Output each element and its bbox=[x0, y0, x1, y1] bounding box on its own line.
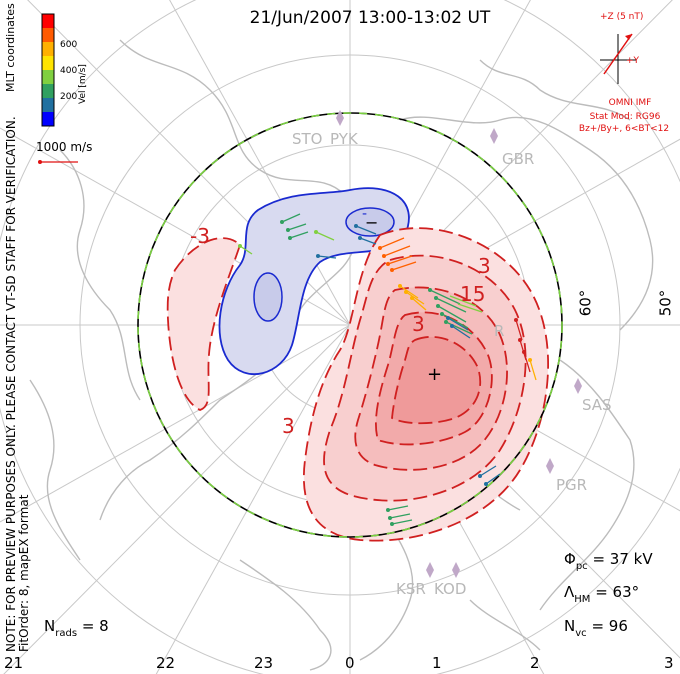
colorbar-band bbox=[42, 42, 54, 57]
site-label-sas: SAS bbox=[582, 396, 612, 414]
site-label-ksr: KSR bbox=[396, 580, 426, 598]
coordinates-label: MLT coordinates bbox=[4, 3, 17, 92]
mlt-tick: 0 bbox=[345, 654, 355, 672]
imf-y-label: +Y bbox=[626, 56, 640, 66]
colorbar-band bbox=[42, 70, 54, 85]
contour-label: 3 bbox=[282, 414, 295, 438]
imf-dial bbox=[600, 33, 636, 84]
mlt-tick: 2 bbox=[530, 654, 540, 672]
vector-count: Nvc = 96 bbox=[564, 617, 628, 639]
map-title: 21/Jun/2007 13:00-13:02 UT bbox=[249, 8, 491, 28]
dusk-cell bbox=[218, 187, 410, 376]
fit-order-note: FitOrder: 8, mapEX format bbox=[17, 494, 31, 652]
coastlines bbox=[29, 39, 654, 671]
mlt-tick: 23 bbox=[254, 654, 274, 672]
velocity-vectors bbox=[239, 213, 537, 525]
mlt-tick: 3 bbox=[664, 654, 674, 672]
colorbar-band bbox=[42, 112, 54, 127]
radar-count: Nrads = 8 bbox=[44, 617, 109, 639]
preview-note: NOTE: FOR PREVIEW PURPOSES ONLY. PLEASE … bbox=[4, 116, 18, 652]
mlt-tick: 21 bbox=[4, 654, 24, 672]
contour-label: 15 bbox=[460, 282, 486, 306]
colorbar-band bbox=[42, 98, 54, 113]
heppner-maynard-latitude: ΛHM = 63° bbox=[564, 583, 640, 605]
latitude-label-50: 50° bbox=[656, 289, 675, 317]
dawn-cell bbox=[166, 227, 549, 542]
contour-label: 3 bbox=[412, 312, 425, 336]
max-potential-marker: + bbox=[427, 364, 442, 385]
scale-label: 1000 m/s bbox=[36, 140, 93, 154]
colorbar-band bbox=[42, 28, 54, 43]
mlt-tick: 1 bbox=[432, 654, 442, 672]
contour-label: - bbox=[362, 206, 368, 222]
colorbar-band bbox=[42, 84, 54, 99]
mlt-tick: 22 bbox=[156, 654, 176, 672]
imf-z-label: +Z (5 nT) bbox=[600, 12, 644, 22]
min-potential-marker: − bbox=[365, 213, 378, 232]
colorbar-tick: 600 bbox=[60, 40, 78, 50]
colorbar-tick: 400 bbox=[60, 66, 78, 76]
contour-label: -3 bbox=[190, 224, 210, 248]
cross-polar-potential: Φpc = 37 kV bbox=[564, 550, 653, 572]
colorbar-label: Vel [m/s] bbox=[78, 64, 88, 104]
site-label-pyk: PYK bbox=[330, 130, 358, 148]
stat-model-bin: Bz+/By+, 6<BT<12 bbox=[578, 124, 670, 134]
colorbar-band bbox=[42, 14, 54, 29]
site-label-gbr: GBR bbox=[502, 150, 535, 168]
site-label-kod: KOD bbox=[434, 580, 467, 598]
contour-label: 3 bbox=[478, 254, 491, 278]
site-label-r: R bbox=[494, 322, 505, 340]
colorbar-band bbox=[42, 56, 54, 71]
velocity-colorbar bbox=[42, 14, 54, 127]
stat-model: Stat Mod: RG96 bbox=[589, 112, 661, 122]
imf-source: OMNI IMF bbox=[608, 98, 652, 108]
site-markers bbox=[336, 110, 582, 578]
site-label-sto: STO bbox=[292, 130, 323, 148]
colorbar-tick: 200 bbox=[60, 92, 78, 102]
vector-origins bbox=[238, 220, 532, 526]
latitude-label-60: 60° bbox=[576, 289, 595, 317]
site-label-pgr: PGR bbox=[556, 476, 588, 494]
